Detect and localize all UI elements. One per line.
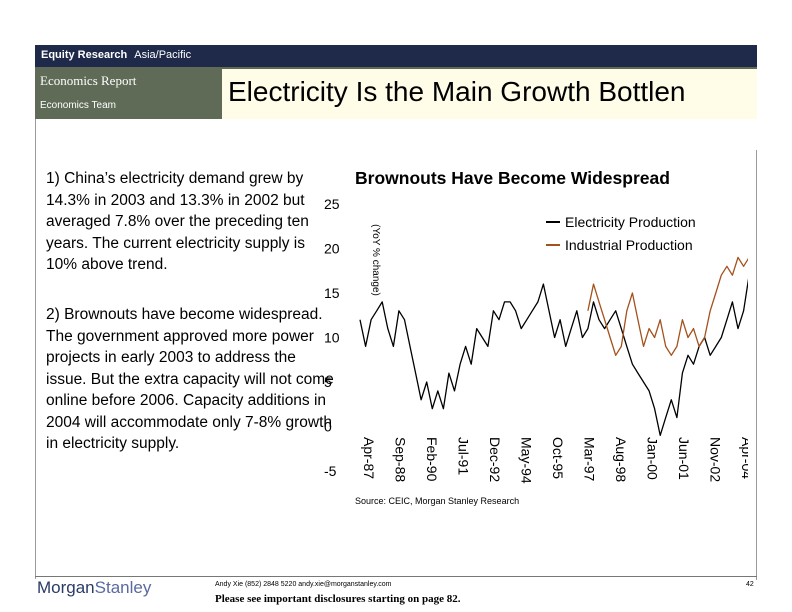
team-label: Economics Team [40,100,116,111]
frame-line-right [756,150,757,580]
x-tick-label: Feb-90 [424,437,440,482]
disclosure-note: Please see important disclosures startin… [215,593,461,605]
report-type: Economics Report [40,73,137,88]
page-number: 42 [746,581,754,588]
title-box: Electricity Is the Main Growth Bottlen [222,69,757,119]
series-line-industrial-production [587,256,748,356]
x-tick-label: Apr-87 [361,437,377,479]
page-title: Electricity Is the Main Growth Bottlen [228,76,686,107]
x-tick-label: Mar-97 [582,437,598,482]
region-label: Asia/Pacific [134,49,192,61]
bullet-brownouts: 2) Brownouts have become widespread. The… [46,306,334,452]
chart-title: Brownouts Have Become Widespread [355,168,670,188]
bullet-electricity-demand: 1) China’s electricity demand grew by 14… [46,170,309,273]
top-bar: Equity Research Asia/Pacific [35,45,757,67]
y-tick-label: 0 [324,419,332,435]
logo-text-stanley: Stanley [94,578,152,597]
footer-rule [35,576,757,577]
y-tick-label: 20 [324,241,340,257]
logo-text-morgan: Morgan [37,578,95,597]
y-tick-label: 15 [324,285,340,301]
frame-line-left [35,119,36,579]
line-chart: 25 20 15 10 5 0 -5 (YoY % change) Electricity … [324,196,748,484]
y-axis-label: (YoY % change) [370,224,381,296]
x-tick-label: Aug-98 [613,437,629,482]
y-tick-label: 5 [324,374,332,390]
morgan-stanley-logo: MorganStanley [37,578,151,598]
x-tick-label: Apr-04 [739,437,748,479]
x-tick-label: Jan-00 [645,437,661,480]
legend-label: Electricity Production [565,214,696,230]
chart-source: Source: CEIC, Morgan Stanley Research [355,496,520,506]
author-contact: Andy Xie (852) 2848 5220 andy.xie@morgan… [215,581,392,588]
x-tick-label: Jun-01 [676,437,692,480]
legend-label: Industrial Production [565,237,693,253]
x-tick-label: Oct-95 [550,437,566,479]
y-tick-label: 10 [324,330,340,346]
y-tick-label: 25 [324,196,340,212]
section-label: Equity Research [41,49,128,61]
x-tick-label: Sep-88 [393,437,409,482]
series-line-electricity-production [359,278,748,437]
x-tick-label: Nov-02 [708,437,724,482]
report-info-panel: Economics Report Economics Team [35,67,220,119]
x-tick-label: Jul-91 [456,437,472,475]
x-tick-label: May-94 [519,437,535,484]
x-tick-label: Dec-92 [487,437,503,482]
y-tick-label: -5 [324,463,337,479]
